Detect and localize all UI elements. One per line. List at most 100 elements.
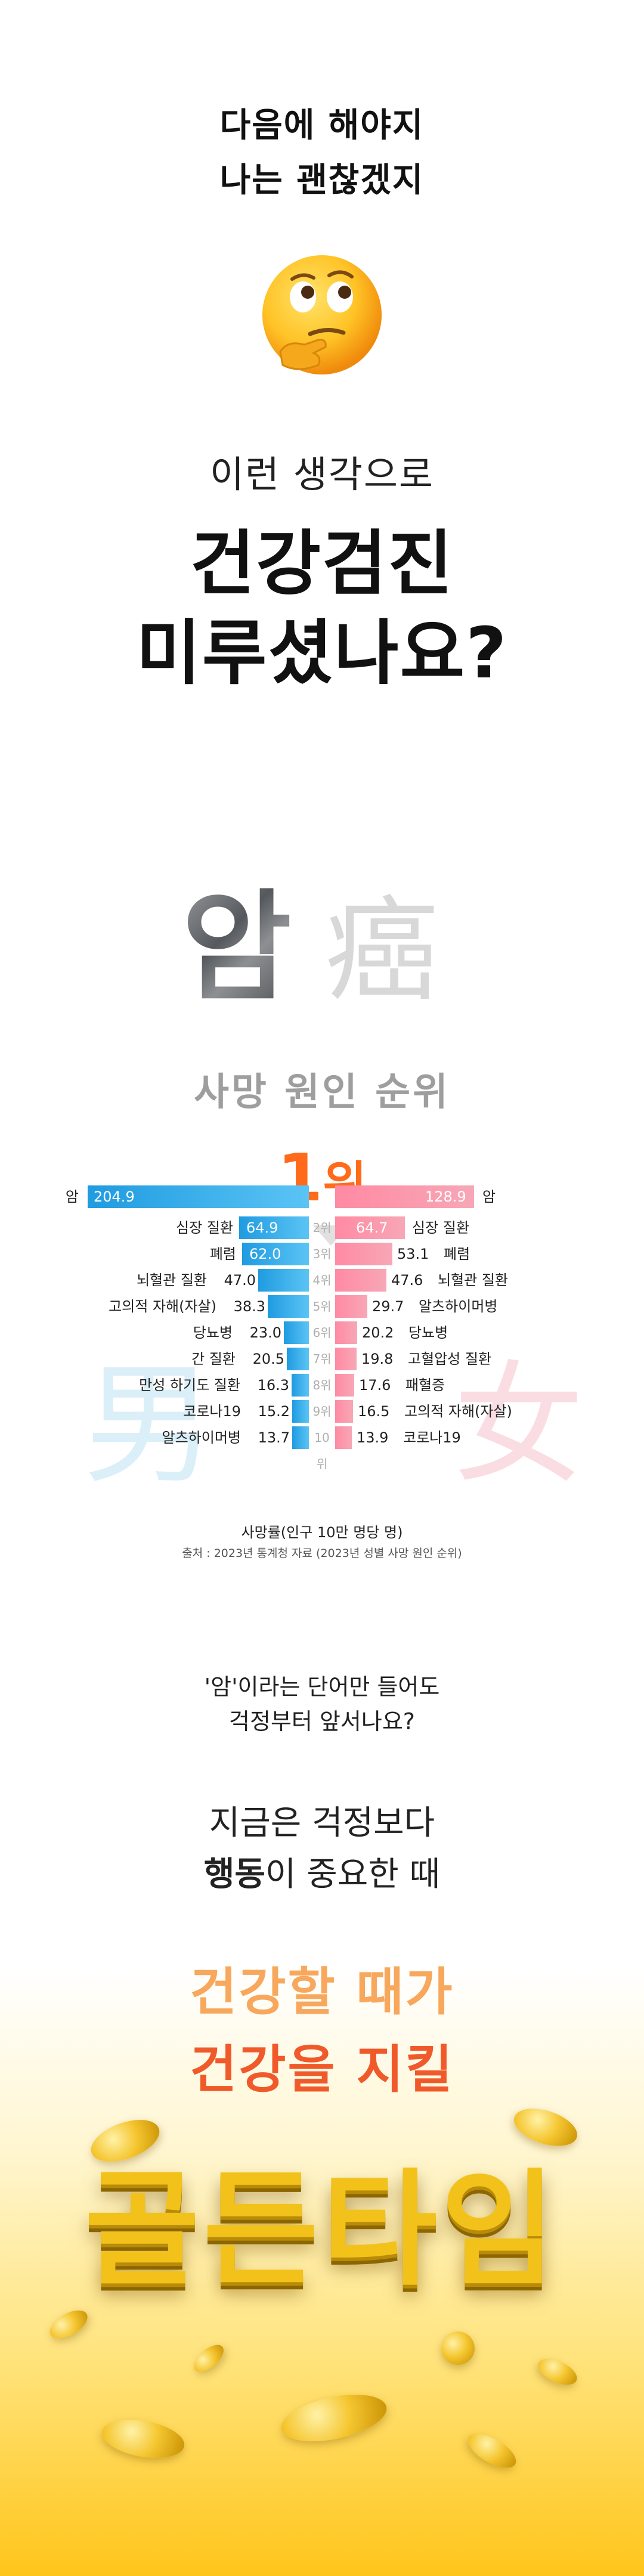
male-value-label: 204.9 xyxy=(94,1188,135,1205)
rank-number-label: 10위 xyxy=(314,1431,330,1471)
male-value-label: 62.0 xyxy=(249,1246,281,1262)
question-text: '암'이라는 단어만 들어도 걱정부터 앞서나요? xyxy=(0,1670,644,1739)
chart-row: 15.2 코로나19 9위 16.5 고의적 자해(자살) xyxy=(0,1398,644,1425)
female-category-label: 알츠하이머병 xyxy=(419,1298,498,1315)
action-bold-word: 행동 xyxy=(203,1855,265,1894)
coin-icon xyxy=(441,2332,475,2365)
chart-row: 23.0 당뇨병 6위 20.2 당뇨병 xyxy=(0,1320,644,1346)
female-bar xyxy=(335,1295,367,1318)
female-category-label: 폐렴 xyxy=(444,1246,470,1262)
rank-number-label: 6위 xyxy=(312,1326,332,1340)
female-category-label: 고혈압성 질환 xyxy=(408,1351,492,1367)
male-value-label: 13.7 xyxy=(258,1429,290,1446)
rank-number-label: 7위 xyxy=(312,1352,332,1366)
chart-row: 38.3 고의적 자해(자살) 5위 29.7 알츠하이머병 xyxy=(0,1293,644,1320)
rank-number-label: 3위 xyxy=(312,1247,332,1261)
male-category-label: 폐렴 xyxy=(209,1246,236,1262)
male-value-label: 16.3 xyxy=(257,1377,289,1394)
male-bar xyxy=(258,1269,309,1292)
action-line-2-rest: 이 중요한 때 xyxy=(265,1855,441,1894)
male-hanja: 男 xyxy=(83,1349,215,1501)
question-line-1: '암'이라는 단어만 들어도 xyxy=(204,1674,440,1700)
chart-row: 13.7 알츠하이머병 10위 13.9 코로나19 xyxy=(0,1425,644,1471)
male-value-label: 23.0 xyxy=(249,1324,281,1341)
female-bar xyxy=(335,1400,353,1423)
male-value-label: 20.5 xyxy=(252,1351,284,1367)
male-category-label: 간 질환 xyxy=(191,1351,236,1367)
female-category-label: 심장 질환 xyxy=(412,1219,469,1236)
female-bar xyxy=(335,1348,357,1370)
female-value-label: 128.9 xyxy=(425,1188,466,1205)
rank-number-label xyxy=(310,1184,334,1210)
rank-number-label: 8위 xyxy=(312,1378,332,1392)
male-category-label: 만성 하기도 질환 xyxy=(139,1377,240,1394)
chart-row: 47.0 뇌혈관 질환 4위 47.6 뇌혈관 질환 xyxy=(0,1267,644,1293)
female-category-label: 뇌혈관 질환 xyxy=(438,1272,509,1289)
source-note: 출처 : 2023년 통계청 자료 (2023년 성별 사망 원인 순위) xyxy=(182,1547,462,1560)
female-bar xyxy=(335,1269,386,1292)
female-value-label: 19.8 xyxy=(361,1351,394,1367)
female-value-label: 13.9 xyxy=(357,1429,389,1446)
female-category-label: 암 xyxy=(482,1188,496,1205)
male-bar xyxy=(292,1426,309,1449)
male-bar xyxy=(239,1216,309,1239)
sub-text: 이런 생각으로 xyxy=(210,453,434,496)
female-value-label: 20.2 xyxy=(362,1324,394,1341)
female-category-label: 패혈증 xyxy=(405,1377,445,1394)
male-category-label: 심장 질환 xyxy=(176,1219,233,1236)
male-category-label: 당뇨병 xyxy=(193,1324,233,1341)
female-value-label: 17.6 xyxy=(359,1377,391,1394)
male-bar xyxy=(268,1295,309,1318)
male-bar xyxy=(292,1374,309,1397)
chart-row: 16.3 만성 하기도 질환 8위 17.6 패혈증 xyxy=(0,1372,644,1398)
male-bar xyxy=(88,1185,309,1208)
intro-line-1: 다음에 해야지 xyxy=(219,106,425,145)
golden-time-title: 골든타임 xyxy=(84,2157,560,2303)
chart-row: 62.0 폐렴 3위 53.1 폐렴 xyxy=(0,1241,644,1267)
female-category-label: 코로나19 xyxy=(403,1429,461,1446)
golden-line-2: 건강을 지킬 xyxy=(190,2040,454,2100)
cancer-hanja: 癌 xyxy=(325,885,439,1017)
death-cause-chart: 204.9 암 128.9 암 64.9 심장 질환 2위 64.7 심장 질환 62.0 폐렴 3위… xyxy=(0,1184,644,1518)
cancer-word: 암 xyxy=(182,878,292,1017)
rank-number-label: 4위 xyxy=(312,1273,332,1287)
female-value-label: 47.6 xyxy=(391,1272,423,1289)
chart-row: 64.9 심장 질환 2위 64.7 심장 질환 xyxy=(0,1215,644,1241)
action-line-2: 행동이 중요한 때 xyxy=(0,1849,644,1900)
female-category-label: 당뇨병 xyxy=(408,1324,448,1341)
action-text: 지금은 걱정보다 행동이 중요한 때 xyxy=(0,1798,644,1900)
female-bar xyxy=(335,1243,392,1265)
golden-line-1: 건강할 때가 xyxy=(190,1962,454,2022)
headline-line-2: 미루셨나요? xyxy=(136,612,508,694)
male-value-label: 47.0 xyxy=(224,1272,256,1289)
headline-line-1: 건강검진 xyxy=(190,522,454,605)
cause-title: 사망 원인 순위 xyxy=(194,1070,450,1114)
female-hanja: 女 xyxy=(453,1349,585,1501)
female-category-label: 고의적 자해(자살) xyxy=(404,1403,512,1420)
female-bar xyxy=(335,1426,352,1449)
male-value-label: 15.2 xyxy=(258,1403,290,1420)
thinking-face-icon xyxy=(262,255,382,374)
male-category-label: 고의적 자해(자살) xyxy=(109,1298,216,1315)
female-bar xyxy=(335,1216,405,1239)
chart-row: 204.9 암 128.9 암 xyxy=(0,1184,644,1210)
chart-row: 20.5 간 질환 7위 19.8 고혈압성 질환 xyxy=(0,1346,644,1372)
question-line-2: 걱정부터 앞서나요? xyxy=(229,1708,415,1735)
male-category-label: 뇌혈관 질환 xyxy=(136,1272,207,1289)
female-bar xyxy=(335,1185,474,1208)
female-value-label: 16.5 xyxy=(358,1403,390,1420)
male-value-label: 38.3 xyxy=(233,1298,265,1315)
male-category-label: 코로나19 xyxy=(183,1403,241,1420)
female-value-label: 29.7 xyxy=(372,1298,404,1315)
male-category-label: 알츠하이머병 xyxy=(162,1429,241,1446)
rank-number-label: 5위 xyxy=(312,1299,332,1314)
intro-text: 다음에 해야지 나는 괜찮겠지 xyxy=(0,98,644,208)
cancer-title: 암 癌 xyxy=(0,883,644,1020)
female-value-label: 64.7 xyxy=(356,1219,388,1236)
action-line-1: 지금은 걱정보다 xyxy=(209,1804,435,1843)
golden-background xyxy=(0,1968,644,2576)
male-bar xyxy=(292,1400,309,1423)
rank-number-label: 2위 xyxy=(312,1221,332,1235)
headline: 건강검진 미루셨나요? xyxy=(0,519,644,698)
